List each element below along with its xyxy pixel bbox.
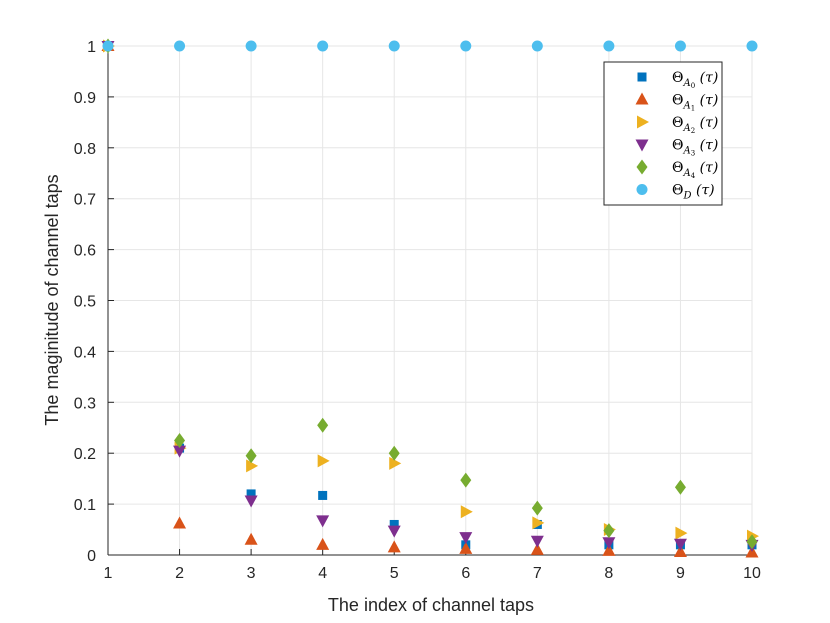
data-point (674, 40, 686, 52)
legend-item: ΘA2 (τ) (637, 115, 718, 135)
data-point (532, 516, 545, 530)
legend-item: ΘA3 (τ) (635, 138, 718, 158)
legend-label: ΘA1 (τ) (672, 93, 718, 113)
data-point (531, 500, 543, 516)
y-tick-label: 0.1 (74, 497, 96, 514)
legend-label: ΘA2 (τ) (672, 115, 718, 135)
data-point (317, 417, 329, 433)
x-tick-label: 1 (104, 565, 113, 582)
x-axis-label: The index of channel taps (328, 595, 534, 615)
x-tick-label: 8 (604, 565, 613, 582)
data-point (746, 40, 758, 52)
series-5 (102, 40, 758, 52)
data-point (389, 519, 399, 529)
data-point (246, 459, 259, 473)
data-point (173, 445, 187, 458)
legend-marker (635, 92, 649, 105)
data-point (102, 40, 114, 52)
data-point (316, 537, 330, 550)
legend-item: ΘD (τ) (636, 183, 715, 202)
legend-item: ΘA4 (τ) (636, 159, 718, 180)
data-point (174, 40, 186, 52)
x-tick-label: 10 (743, 565, 761, 582)
legend-marker (635, 139, 649, 152)
data-point (673, 538, 687, 551)
data-point (173, 516, 187, 529)
legend-marker (636, 184, 648, 195)
data-point (244, 532, 258, 545)
data-point (459, 541, 473, 554)
data-point (317, 40, 329, 52)
data-point (602, 543, 616, 556)
data-point (459, 532, 473, 545)
x-tick-label: 6 (461, 565, 470, 582)
legend-label: ΘA3 (τ) (672, 138, 718, 158)
legend-item: ΘA0 (τ) (637, 70, 718, 90)
data-point (460, 472, 472, 488)
data-point (246, 489, 256, 499)
data-point (602, 537, 616, 550)
data-point (388, 40, 400, 52)
data-point (530, 535, 544, 548)
data-point (603, 523, 615, 539)
data-point (460, 40, 472, 52)
data-point (530, 542, 544, 555)
data-point (746, 534, 758, 550)
data-point (460, 505, 473, 519)
data-points (101, 38, 759, 558)
data-point (673, 544, 687, 557)
data-point (674, 479, 686, 495)
series-4 (102, 38, 758, 550)
data-point (245, 40, 257, 52)
data-point (603, 40, 615, 52)
x-tick-label: 2 (175, 565, 184, 582)
data-point (387, 525, 401, 538)
y-tick-label: 0 (87, 548, 96, 565)
y-tick-label: 0.6 (74, 243, 96, 260)
legend-item: ΘA1 (τ) (635, 92, 718, 113)
y-tick-label: 0.7 (74, 192, 96, 209)
data-point (387, 540, 401, 553)
data-point (244, 495, 258, 508)
data-point (675, 526, 688, 540)
legend-marker (636, 159, 648, 175)
legend-label: ΘA4 (τ) (672, 160, 718, 180)
x-tick-label: 4 (318, 565, 327, 582)
y-tick-label: 0.9 (74, 90, 96, 107)
x-tick-label: 7 (533, 565, 542, 582)
y-tick-label: 1 (87, 39, 96, 56)
data-point (388, 445, 400, 461)
y-tick-label: 0.8 (74, 141, 96, 158)
data-point (318, 490, 328, 500)
y-tick-label: 0.2 (74, 446, 96, 463)
axes (107, 45, 753, 556)
tick-labels: 1 2 3 4 5 6 7 8 9 10 0 0.1 0.2 0.3 0.4 0.5 0.6 0.7 0.8 0.9 1 (74, 39, 761, 582)
data-point (174, 432, 186, 448)
legend-marker (637, 72, 647, 82)
legend: ΘA0 (τ) ΘA1 (τ)ΘA2 (τ) ΘA3 (τ)ΘA4 (τ) ΘD (τ… (603, 61, 723, 206)
data-point (317, 454, 330, 468)
x-tick-label: 3 (247, 565, 256, 582)
y-tick-label: 0.4 (74, 344, 96, 361)
x-tick-label: 5 (390, 565, 399, 582)
data-point (389, 456, 402, 470)
data-point (316, 515, 330, 528)
data-point (531, 40, 543, 52)
legend-box (603, 61, 723, 206)
y-tick-label: 0.5 (74, 294, 96, 311)
x-tick-label: 9 (676, 565, 685, 582)
data-point (245, 448, 257, 464)
legend-label: ΘD (τ) (672, 183, 715, 202)
legend-marker (637, 115, 649, 129)
legend-label: ΘA0 (τ) (672, 70, 718, 90)
y-tick-label: 0.3 (74, 395, 96, 412)
y-axis-label: The maginitude of channel taps (42, 174, 62, 425)
